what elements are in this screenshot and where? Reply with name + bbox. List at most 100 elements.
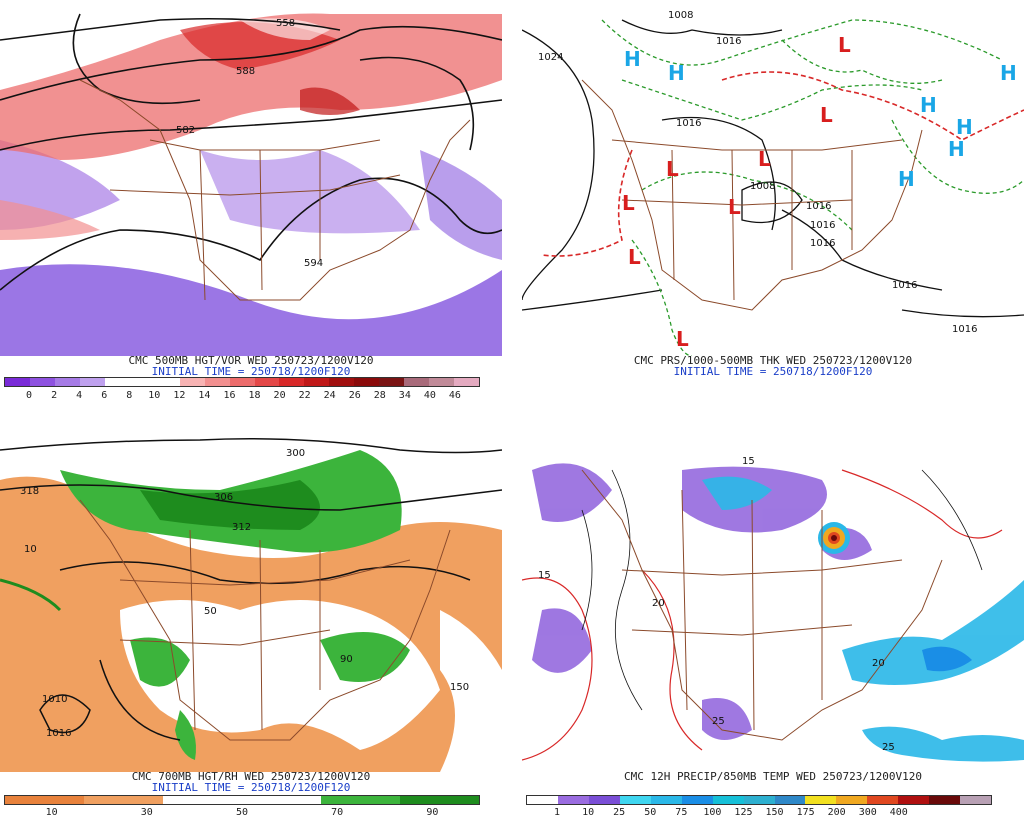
colorbar: [4, 377, 480, 387]
colorbar-swatch: [329, 378, 355, 386]
isobar-label: 1016: [810, 220, 835, 231]
colorbar-swatch: [354, 378, 380, 386]
colorbar-swatch: [129, 378, 155, 386]
colorbar-tick-label: 16: [223, 390, 236, 401]
colorbar-swatch: [104, 378, 130, 386]
low-pressure-symbol: L: [676, 327, 689, 351]
isotherm-label: 15: [742, 456, 755, 467]
colorbar-swatch: [429, 378, 455, 386]
colorbar: [526, 795, 992, 805]
colorbar-swatch: [439, 796, 479, 804]
colorbar-tick-label: 12: [173, 390, 186, 401]
map-pressure-thickness: 1024 1008 1016 1016 1008 1016 1016 1016 …: [522, 0, 1024, 356]
colorbar-tick-label: 70: [331, 807, 344, 818]
colorbar-swatch: [5, 796, 45, 804]
colorbar-swatch: [202, 796, 242, 804]
isotherm-label: 15: [538, 570, 551, 581]
colorbar-swatch: [279, 378, 305, 386]
caption-title: CMC PRS/1000-500MB THK WED 250723/1200V1…: [633, 354, 913, 367]
colorbar-swatch: [229, 378, 255, 386]
colorbar-swatch: [557, 796, 589, 804]
colorbar-swatch: [774, 796, 806, 804]
contour-label: 306: [214, 492, 233, 503]
colorbar-swatch: [321, 796, 361, 804]
low-pressure-symbol: L: [820, 103, 833, 127]
colorbar-tick-label: 2: [51, 390, 58, 401]
colorbar-swatch: [123, 796, 163, 804]
contour-label: 318: [20, 486, 39, 497]
high-pressure-symbol: H: [920, 93, 937, 117]
colorbar-tick-label: 90: [426, 807, 439, 818]
colorbar-swatch: [360, 796, 400, 804]
contour-label: 312: [232, 522, 251, 533]
colorbar-swatch: [805, 796, 837, 804]
colorbar-tick-label: 200: [827, 807, 846, 818]
colorbar-swatch: [281, 796, 321, 804]
high-pressure-symbol: H: [898, 167, 915, 191]
isobar-label: 1024: [538, 52, 563, 63]
colorbar-tick-label: 100: [703, 807, 722, 818]
high-pressure-symbol: H: [668, 61, 685, 85]
colorbar-tick-label: 125: [734, 807, 753, 818]
colorbar-tick-label: 10: [582, 807, 595, 818]
contour-label: 558: [276, 18, 295, 29]
map-700mb-rh: 300 306 312 318 10 50 90 150 1010 1016: [0, 430, 502, 772]
low-pressure-symbol: L: [622, 191, 635, 215]
colorbar-swatch: [404, 378, 430, 386]
caption-init-time: INITIAL TIME = 250718/1200F120: [673, 365, 873, 378]
colorbar-swatch: [960, 796, 992, 804]
colorbar-tick-label: 10: [148, 390, 161, 401]
colorbar-swatch: [588, 796, 620, 804]
isobar-label: 1016: [810, 238, 835, 249]
contour-label: 90: [340, 654, 353, 665]
colorbar-swatch: [712, 796, 744, 804]
low-pressure-symbol: L: [666, 157, 679, 181]
contour-label: 1016: [46, 728, 71, 739]
colorbar-swatch: [44, 796, 84, 804]
caption-title: CMC 500MB HGT/VOR WED 250723/1200V120: [128, 354, 374, 367]
colorbar-tick-label: 6: [101, 390, 108, 401]
high-pressure-symbol: H: [1000, 61, 1017, 85]
colorbar-tick-label: 14: [198, 390, 211, 401]
contour-label: 594: [304, 258, 323, 269]
colorbar-swatch: [454, 378, 480, 386]
isotherm-label: 25: [712, 716, 725, 727]
colorbar-tick-label: 30: [140, 807, 153, 818]
colorbar-swatch: [5, 378, 30, 386]
isobar-label: 1008: [750, 181, 775, 192]
colorbar-swatch: [836, 796, 868, 804]
colorbar-swatch: [179, 378, 205, 386]
colorbar-tick-label: 26: [348, 390, 361, 401]
colorbar-swatch: [619, 796, 651, 804]
colorbar-tick-label: 1: [554, 807, 561, 818]
colorbar-swatch: [79, 378, 105, 386]
colorbar-tick-label: 75: [675, 807, 688, 818]
colorbar-swatch: [154, 378, 180, 386]
colorbar-tick-label: 175: [796, 807, 815, 818]
colorbar-tick-label: 24: [323, 390, 336, 401]
low-pressure-symbol: L: [728, 195, 741, 219]
isotherm-label: 20: [652, 598, 665, 609]
colorbar-tick-label: 0: [26, 390, 33, 401]
isotherm-label: 20: [872, 658, 885, 669]
high-pressure-symbol: H: [624, 47, 641, 71]
colorbar-swatch: [898, 796, 930, 804]
colorbar: [4, 795, 480, 805]
low-pressure-symbol: L: [758, 147, 771, 171]
panel-pressure-thickness: 1024 1008 1016 1016 1008 1016 1016 1016 …: [522, 0, 1024, 409]
colorbar-swatch: [400, 796, 440, 804]
colorbar-swatch: [681, 796, 713, 804]
contour-label: 10: [24, 544, 37, 555]
colorbar-swatch: [650, 796, 682, 804]
colorbar-swatch: [929, 796, 961, 804]
map-precip-850mb-temp: 15 15 20 20 25 25: [522, 430, 1024, 772]
colorbar-swatch: [527, 796, 558, 804]
contour-label: 582: [176, 125, 195, 136]
colorbar-tick-label: 4: [76, 390, 83, 401]
isobar-label: 1016: [892, 280, 917, 291]
colorbar-swatch: [29, 378, 55, 386]
contour-label: 588: [236, 66, 255, 77]
colorbar-swatch: [867, 796, 899, 804]
caption-title: CMC 700MB HGT/RH WED 250723/1200V120: [131, 770, 371, 783]
isotherm-label: 25: [882, 742, 895, 753]
